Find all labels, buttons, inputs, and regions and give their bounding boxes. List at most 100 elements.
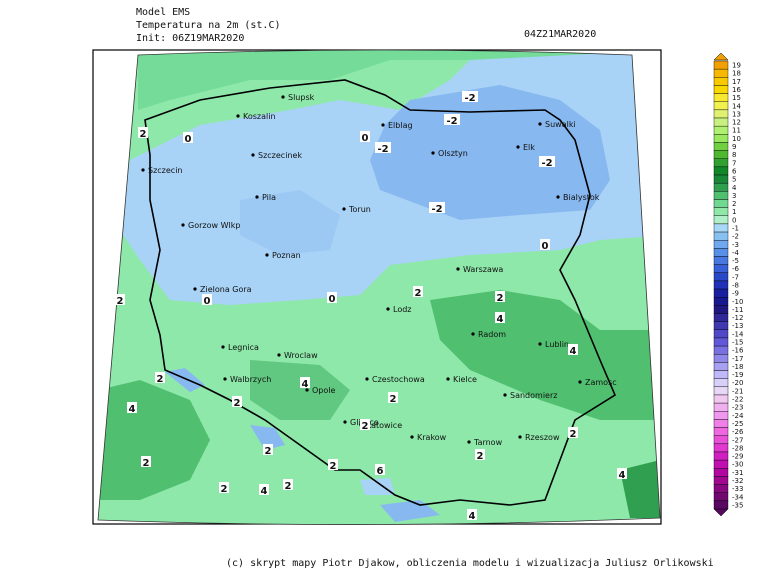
contour-label: -2 xyxy=(377,144,388,155)
warm-east xyxy=(430,290,660,420)
cold-patch xyxy=(240,190,340,255)
colorbar-box xyxy=(713,117,729,127)
colorbar-box xyxy=(713,77,729,86)
colorbar-box xyxy=(713,248,729,257)
colorbar-box xyxy=(713,215,729,225)
colorbar-label: 6 xyxy=(732,167,737,175)
city-dot xyxy=(181,223,185,227)
city-dot xyxy=(342,207,346,211)
colorbar-box xyxy=(713,370,729,379)
colorbar-label: 11 xyxy=(732,127,741,135)
warm-corner xyxy=(620,460,660,518)
city-label: Zielona Gora xyxy=(200,285,252,294)
colorbar-label: 19 xyxy=(732,62,741,70)
colorbar-box xyxy=(713,109,729,119)
colorbar-top-arrow xyxy=(713,52,729,61)
colorbar-box xyxy=(713,451,729,461)
contour-label: 6 xyxy=(377,466,384,477)
city-label: Rzeszow xyxy=(525,433,560,442)
contour-label: 2 xyxy=(140,129,147,140)
contour-label-box xyxy=(429,202,445,213)
colorbar-label: 15 xyxy=(732,94,741,102)
city-label: Olsztyn xyxy=(438,149,468,158)
colorbar-label: -32 xyxy=(732,477,743,485)
colder-area xyxy=(370,85,610,220)
contour-label: 2 xyxy=(390,394,397,405)
colorbar-box xyxy=(713,297,729,306)
contour-label: -2 xyxy=(446,116,457,127)
colorbar-box xyxy=(713,182,729,192)
city-label: Wroclaw xyxy=(284,351,318,360)
colorbar-label: -26 xyxy=(732,428,744,436)
contour-label: 2 xyxy=(570,429,577,440)
contour-label-box xyxy=(540,239,550,250)
colorbar-box xyxy=(713,272,729,282)
contour-label: 4 xyxy=(129,404,136,415)
colorbar-label: -12 xyxy=(732,314,743,322)
colorbar-label: -5 xyxy=(732,257,739,265)
colorbar-label: -10 xyxy=(732,298,743,306)
city-label: Sandomierz xyxy=(510,391,557,400)
colorbar-box xyxy=(713,239,729,249)
contour-label: 2 xyxy=(285,481,292,492)
contour-label-box xyxy=(155,372,165,383)
city-dot xyxy=(538,342,542,346)
colorbar-box xyxy=(713,427,729,436)
contour-label: 2 xyxy=(265,446,272,457)
contour-label: -2 xyxy=(431,204,442,215)
country-border xyxy=(144,79,617,506)
contour-label-box xyxy=(360,131,370,142)
city-dot xyxy=(223,377,227,381)
colorbar-box xyxy=(713,476,729,485)
colorbar-label: -21 xyxy=(732,387,743,395)
city-dot xyxy=(456,267,460,271)
city-dot xyxy=(305,388,309,392)
colorbar-label: 3 xyxy=(732,192,736,200)
contour-label-box xyxy=(467,509,477,520)
city-dot xyxy=(503,393,507,397)
colorbar-box xyxy=(713,354,729,363)
contour-label-box xyxy=(202,294,212,305)
city-label: Walbrzych xyxy=(230,375,271,384)
city-label: Elblag xyxy=(388,121,413,130)
city-dot xyxy=(431,151,435,155)
city-label: Kielce xyxy=(453,375,477,384)
colorbar-box xyxy=(713,264,729,273)
contour-label: 2 xyxy=(157,374,164,385)
contour-label-box xyxy=(263,444,273,455)
colorbar-label: -23 xyxy=(732,404,743,412)
domain-edge xyxy=(97,49,661,525)
colorbar-label: -30 xyxy=(732,461,743,469)
contour-label-box xyxy=(219,482,229,493)
colorbar-label: -31 xyxy=(732,469,743,477)
colorbar-box xyxy=(713,85,729,94)
contour-label: 0 xyxy=(329,294,336,305)
colorbar-label: -25 xyxy=(732,420,743,428)
contour-label-box xyxy=(115,294,125,305)
colorbar-box xyxy=(713,174,729,184)
colorbar-label: 17 xyxy=(732,78,741,86)
colorbar-label: 14 xyxy=(732,102,741,110)
contour-label: 2 xyxy=(497,293,504,304)
contour-label-box xyxy=(444,114,460,125)
city-dot xyxy=(467,440,471,444)
city-label: Legnica xyxy=(228,343,259,352)
mountain-cold xyxy=(380,500,440,522)
colorbar-label: -18 xyxy=(732,363,743,371)
colorbar-box xyxy=(713,125,729,135)
colorbar-label: -13 xyxy=(732,322,743,330)
colorbar-box xyxy=(713,288,729,298)
colorbar-label: 9 xyxy=(732,143,736,151)
colorbar-box xyxy=(713,305,729,314)
contour-label-box xyxy=(495,291,505,302)
contour-label-box xyxy=(141,456,151,467)
colorbar-label: 0 xyxy=(732,216,736,224)
colorbar-label: 18 xyxy=(732,70,741,78)
colorbar-box xyxy=(713,500,729,510)
city-label: Koszalin xyxy=(243,112,276,121)
credits: (c) skrypt mapy Piotr Djakow, obliczenia… xyxy=(226,558,714,569)
city-label: Lodz xyxy=(393,305,412,314)
city-dot xyxy=(410,435,414,439)
city-label: Torun xyxy=(348,205,371,214)
contour-label-box xyxy=(127,402,137,413)
